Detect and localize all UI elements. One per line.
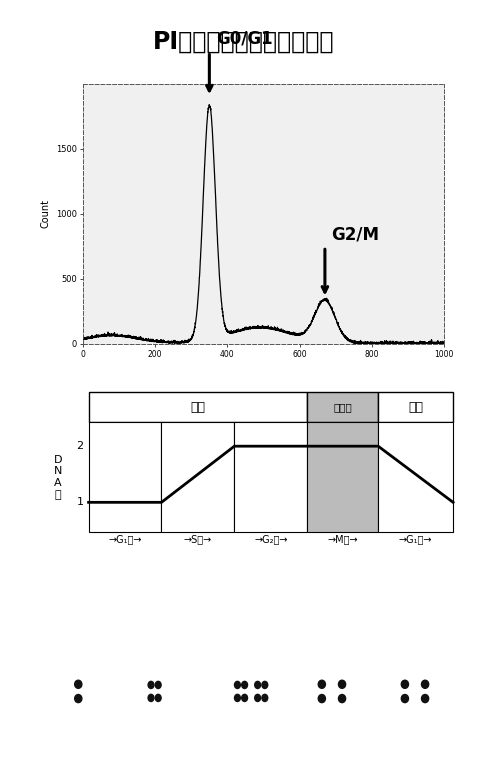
Text: 2: 2 [77, 441, 84, 452]
Ellipse shape [422, 694, 428, 703]
Text: →M期→: →M期→ [327, 535, 358, 545]
Ellipse shape [262, 694, 268, 701]
Ellipse shape [339, 680, 346, 688]
Text: G2/M: G2/M [331, 226, 379, 244]
Ellipse shape [242, 681, 247, 688]
Ellipse shape [422, 680, 428, 688]
Ellipse shape [235, 681, 241, 688]
Ellipse shape [318, 680, 325, 688]
Ellipse shape [148, 681, 154, 688]
Ellipse shape [255, 681, 261, 688]
Ellipse shape [155, 694, 161, 701]
Bar [234, 422, 307, 533]
Text: →G₁期→: →G₁期→ [108, 535, 142, 545]
Ellipse shape [318, 694, 325, 703]
Bar [378, 422, 453, 533]
Text: 分裂期: 分裂期 [333, 402, 352, 412]
Bar [307, 392, 378, 422]
Bar [307, 422, 378, 533]
Text: 間期: 間期 [190, 400, 205, 413]
Ellipse shape [262, 681, 268, 688]
Bar [89, 392, 307, 422]
Text: PI染色時の典型的なピーク: PI染色時の典型的なピーク [153, 30, 335, 54]
Text: 間期: 間期 [408, 400, 423, 413]
Text: →S期→: →S期→ [184, 535, 212, 545]
Bar [162, 422, 234, 533]
Ellipse shape [148, 694, 154, 701]
Ellipse shape [401, 680, 408, 688]
Bar [89, 422, 162, 533]
Text: G0/G1: G0/G1 [217, 30, 273, 47]
Text: →G₁期→: →G₁期→ [399, 535, 432, 545]
Ellipse shape [242, 694, 247, 701]
Ellipse shape [339, 694, 346, 703]
Text: 1: 1 [77, 497, 84, 507]
Ellipse shape [155, 681, 161, 688]
Text: →G₂期→: →G₂期→ [254, 535, 287, 545]
Text: D
N
A
量: D N A 量 [54, 455, 62, 500]
Ellipse shape [401, 694, 408, 703]
Ellipse shape [255, 694, 261, 701]
Bar [378, 392, 453, 422]
Ellipse shape [235, 694, 241, 701]
Bar [307, 422, 378, 533]
Y-axis label: Count: Count [40, 199, 50, 228]
Ellipse shape [75, 694, 82, 703]
Ellipse shape [75, 680, 82, 688]
